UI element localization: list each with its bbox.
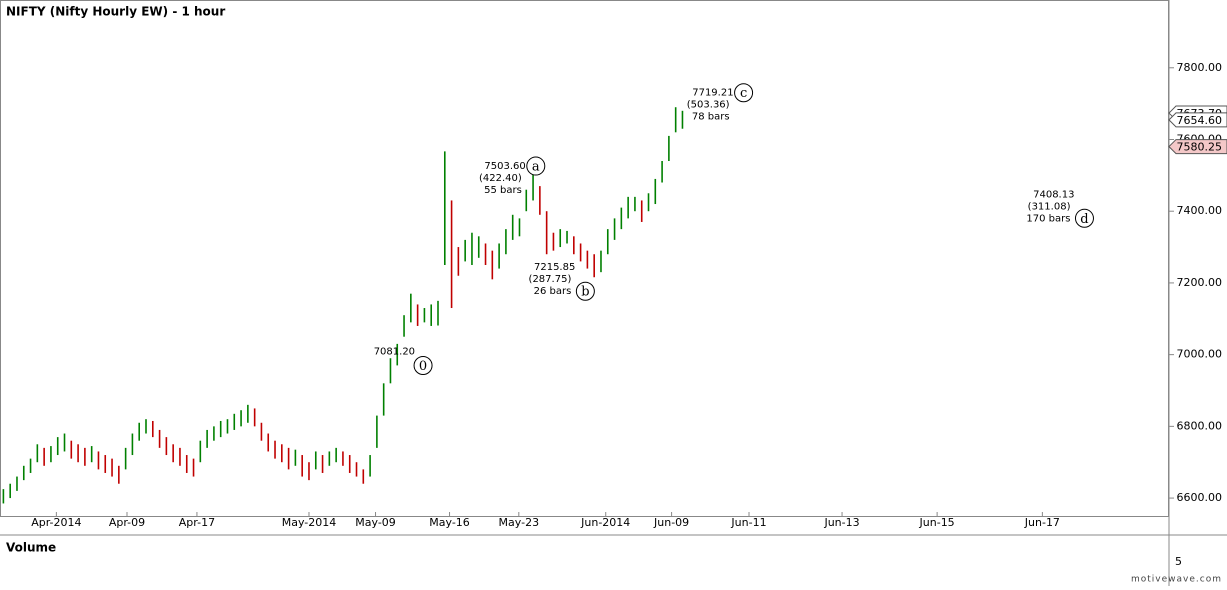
wave-bars: 170 bars	[1026, 213, 1070, 224]
wave-circle	[413, 356, 433, 376]
volume-label: Volume	[6, 541, 56, 555]
volume-tick-label: 5	[1175, 555, 1182, 568]
wave-label: b	[581, 285, 589, 300]
wave-price: 7719.21	[692, 88, 733, 99]
price-marker-label: 7580.25	[1177, 141, 1223, 154]
wave-circle	[575, 281, 595, 301]
wave-change: (422.40)	[479, 173, 522, 184]
y-tick-label: 7200.00	[1177, 276, 1223, 289]
price-marker	[1168, 139, 1227, 155]
wave-label: d	[1080, 212, 1088, 227]
wave-bars: 78 bars	[692, 112, 730, 123]
wave-label: c	[740, 86, 747, 101]
price-marker	[1168, 112, 1227, 128]
wave-change: (287.75)	[529, 274, 572, 285]
price-marker-label: 7654.60	[1177, 114, 1223, 127]
wave-change: (311.08)	[1028, 201, 1071, 212]
watermark: motivewave.com	[1131, 575, 1222, 585]
x-tick-label: Jun-17	[1024, 516, 1060, 529]
wave-bars: 26 bars	[534, 286, 572, 297]
x-tick-label: May-2014	[282, 516, 337, 529]
wave-price: 7408.13	[1033, 189, 1074, 200]
y-tick-label: 6600.00	[1177, 491, 1223, 504]
y-tick-label: 7000.00	[1177, 348, 1223, 361]
wave-price: 7503.60	[484, 161, 525, 172]
wave-circle	[734, 83, 754, 103]
wave-circle	[526, 156, 546, 176]
wave-price: 7081.20	[374, 347, 415, 358]
wave-label: a	[532, 160, 540, 175]
x-tick-label: Apr-17	[179, 516, 215, 529]
x-tick-label: May-23	[499, 516, 540, 529]
x-tick-label: Jun-13	[823, 516, 859, 529]
wave-price: 7215.85	[534, 262, 575, 273]
wave-label: 0	[419, 359, 427, 374]
wave-bars: 55 bars	[484, 185, 522, 196]
x-tick-label: May-16	[429, 516, 470, 529]
x-tick-label: Jun-11	[730, 516, 766, 529]
y-tick-label: 7400.00	[1177, 204, 1223, 217]
y-tick-label: 7800.00	[1177, 61, 1223, 74]
x-tick-label: Apr-2014	[31, 516, 81, 529]
x-tick-label: Jun-15	[919, 516, 955, 529]
x-tick-label: Jun-09	[653, 516, 689, 529]
y-tick-label: 6800.00	[1177, 419, 1223, 432]
x-tick-label: May-09	[355, 516, 396, 529]
chart-title: NIFTY (Nifty Hourly EW) - 1 hour	[6, 5, 225, 19]
wave-change: (503.36)	[687, 100, 730, 111]
x-tick-label: Apr-09	[109, 516, 145, 529]
wave-circle	[1074, 208, 1094, 228]
x-tick-label: Jun-2014	[580, 516, 630, 529]
